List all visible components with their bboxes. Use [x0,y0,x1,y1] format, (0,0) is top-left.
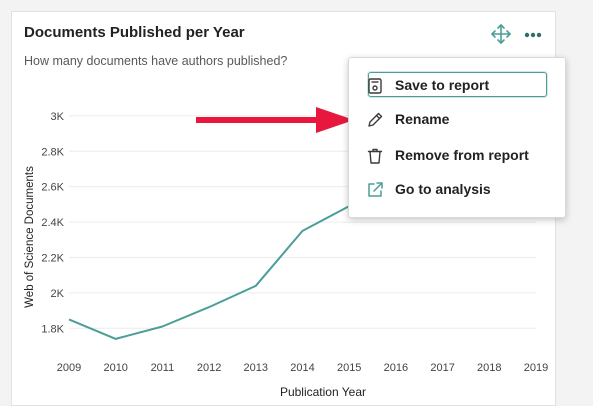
y-axis-label: Web of Science Documents [24,166,36,308]
menu-item-go-to-analysis[interactable]: Go to analysis [349,174,565,206]
menu-item-label: Save to report [395,77,490,93]
menu-item-rename[interactable]: Rename [349,104,565,136]
x-tick-label: 2018 [477,362,501,374]
series-layer [68,205,350,340]
menu-item-label: Rename [395,111,450,127]
y-tick-label: 2.4K [41,217,64,229]
menu-item-save-to-report[interactable]: Save to report [349,70,565,102]
y-tick-label: 3K [51,111,65,123]
x-axis-ticks: 2009 2010 2011 2012 2013 2014 2015 2016 2017 2018… [57,362,548,374]
y-axis-ticks: 1.8K 2K 2.2K 2.4K 2.6K 2.8K 3K [41,111,64,335]
save-icon [368,78,382,94]
trash-icon [367,148,383,164]
y-tick-label: 2K [51,288,65,300]
x-tick-label: 2009 [57,362,81,374]
y-tick-label: 1.8K [41,323,64,335]
pencil-icon [368,112,383,127]
x-tick-label: 2019 [524,362,548,374]
card-title: Documents Published per Year [24,24,245,41]
y-tick-label: 2.2K [41,252,64,264]
annotation-arrow [196,107,354,133]
x-tick-label: 2014 [290,362,314,374]
series-line [68,205,350,340]
card-subtitle: How many documents have authors publishe… [24,54,288,68]
move-arrows-icon[interactable] [490,23,512,45]
x-axis-label: Publication Year [280,385,366,399]
context-menu: Save to report Rename Remove from report [348,57,566,218]
external-link-icon [368,182,383,197]
x-tick-label: 2012 [197,362,221,374]
x-tick-label: 2017 [430,362,454,374]
x-tick-label: 2011 [151,362,175,374]
x-tick-label: 2016 [384,362,408,374]
y-tick-label: 2.6K [41,182,64,194]
x-tick-label: 2015 [337,362,361,374]
more-options-icon[interactable] [522,24,544,44]
menu-item-label: Remove from report [395,147,529,163]
menu-item-label: Go to analysis [395,181,491,197]
x-tick-label: 2013 [244,362,268,374]
y-tick-label: 2.8K [41,146,64,158]
menu-item-remove-from-report[interactable]: Remove from report [349,140,565,172]
x-tick-label: 2010 [103,362,127,374]
